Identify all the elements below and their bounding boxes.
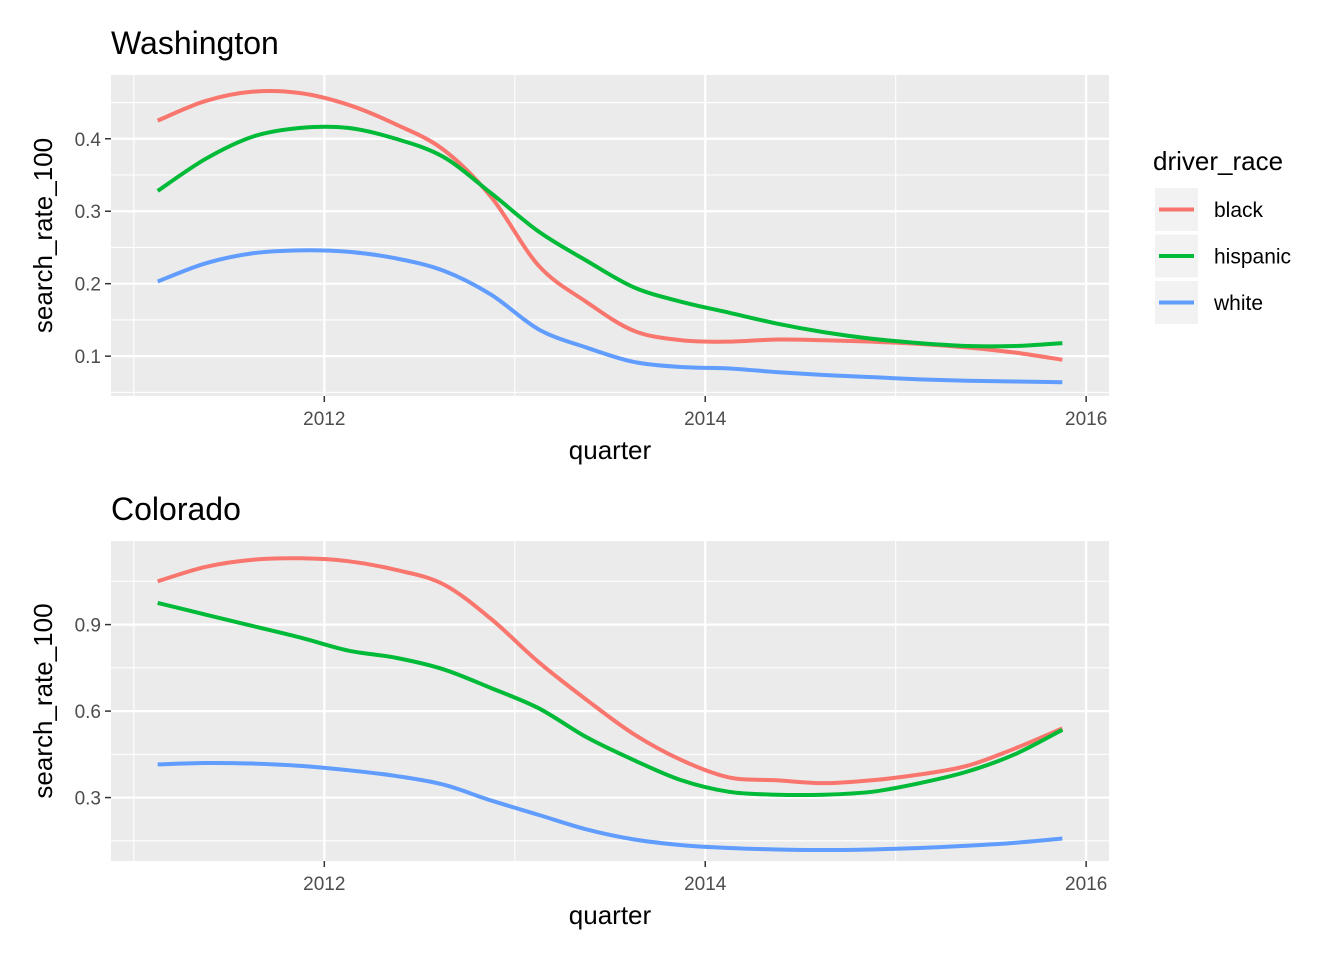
washington-x-axis-title: quarter bbox=[569, 435, 652, 465]
washington-series-white-line bbox=[156, 248, 1063, 385]
colorado-series-hispanic-line bbox=[157, 601, 1064, 798]
legend-label-hispanic: hispanic bbox=[1214, 246, 1291, 269]
washington-y-tick-label: 0.4 bbox=[75, 130, 102, 151]
washington-y-tick-label: 0.3 bbox=[75, 202, 101, 223]
washington-series-hispanic-line bbox=[156, 124, 1063, 349]
colorado-y-axis-title: search_rate_100 bbox=[28, 603, 58, 798]
legend-label-white: white bbox=[1213, 292, 1263, 315]
colorado-y-tick-label: 0.6 bbox=[75, 702, 101, 723]
colorado-panel: Colorado 2012 2014 2016 0.3 0.6 0.9 quarter sear… bbox=[28, 491, 1109, 930]
washington-panel: Washington 2012 2014 2016 0.1 0.2 0.3 0.4 quarte… bbox=[28, 25, 1109, 465]
colorado-title: Colorado bbox=[111, 491, 241, 527]
washington-y-tick-label: 0.1 bbox=[75, 347, 101, 368]
washington-y-tick-label: 0.2 bbox=[75, 275, 101, 296]
washington-x-tick-label: 2014 bbox=[684, 409, 727, 430]
washington-panel-background bbox=[111, 75, 1109, 396]
legend-label-black: black bbox=[1214, 199, 1264, 222]
colorado-x-tick-label: 2016 bbox=[1065, 874, 1107, 895]
legend-title: driver_race bbox=[1153, 146, 1283, 176]
colorado-panel-background bbox=[111, 541, 1109, 861]
washington-y-axis-title: search_rate_100 bbox=[28, 138, 58, 333]
washington-x-tick-label: 2016 bbox=[1065, 409, 1107, 430]
colorado-y-tick-label: 0.9 bbox=[75, 616, 101, 637]
washington-x-tick-label: 2012 bbox=[303, 409, 345, 430]
colorado-x-tick-label: 2014 bbox=[684, 874, 727, 895]
colorado-x-axis-title: quarter bbox=[569, 900, 652, 930]
colorado-x-tick-label: 2012 bbox=[303, 874, 345, 895]
washington-title: Washington bbox=[111, 25, 279, 61]
colorado-y-tick-label: 0.3 bbox=[75, 789, 101, 810]
colorado-series-black-line bbox=[157, 556, 1064, 786]
colorado-series-white-line bbox=[157, 760, 1063, 853]
